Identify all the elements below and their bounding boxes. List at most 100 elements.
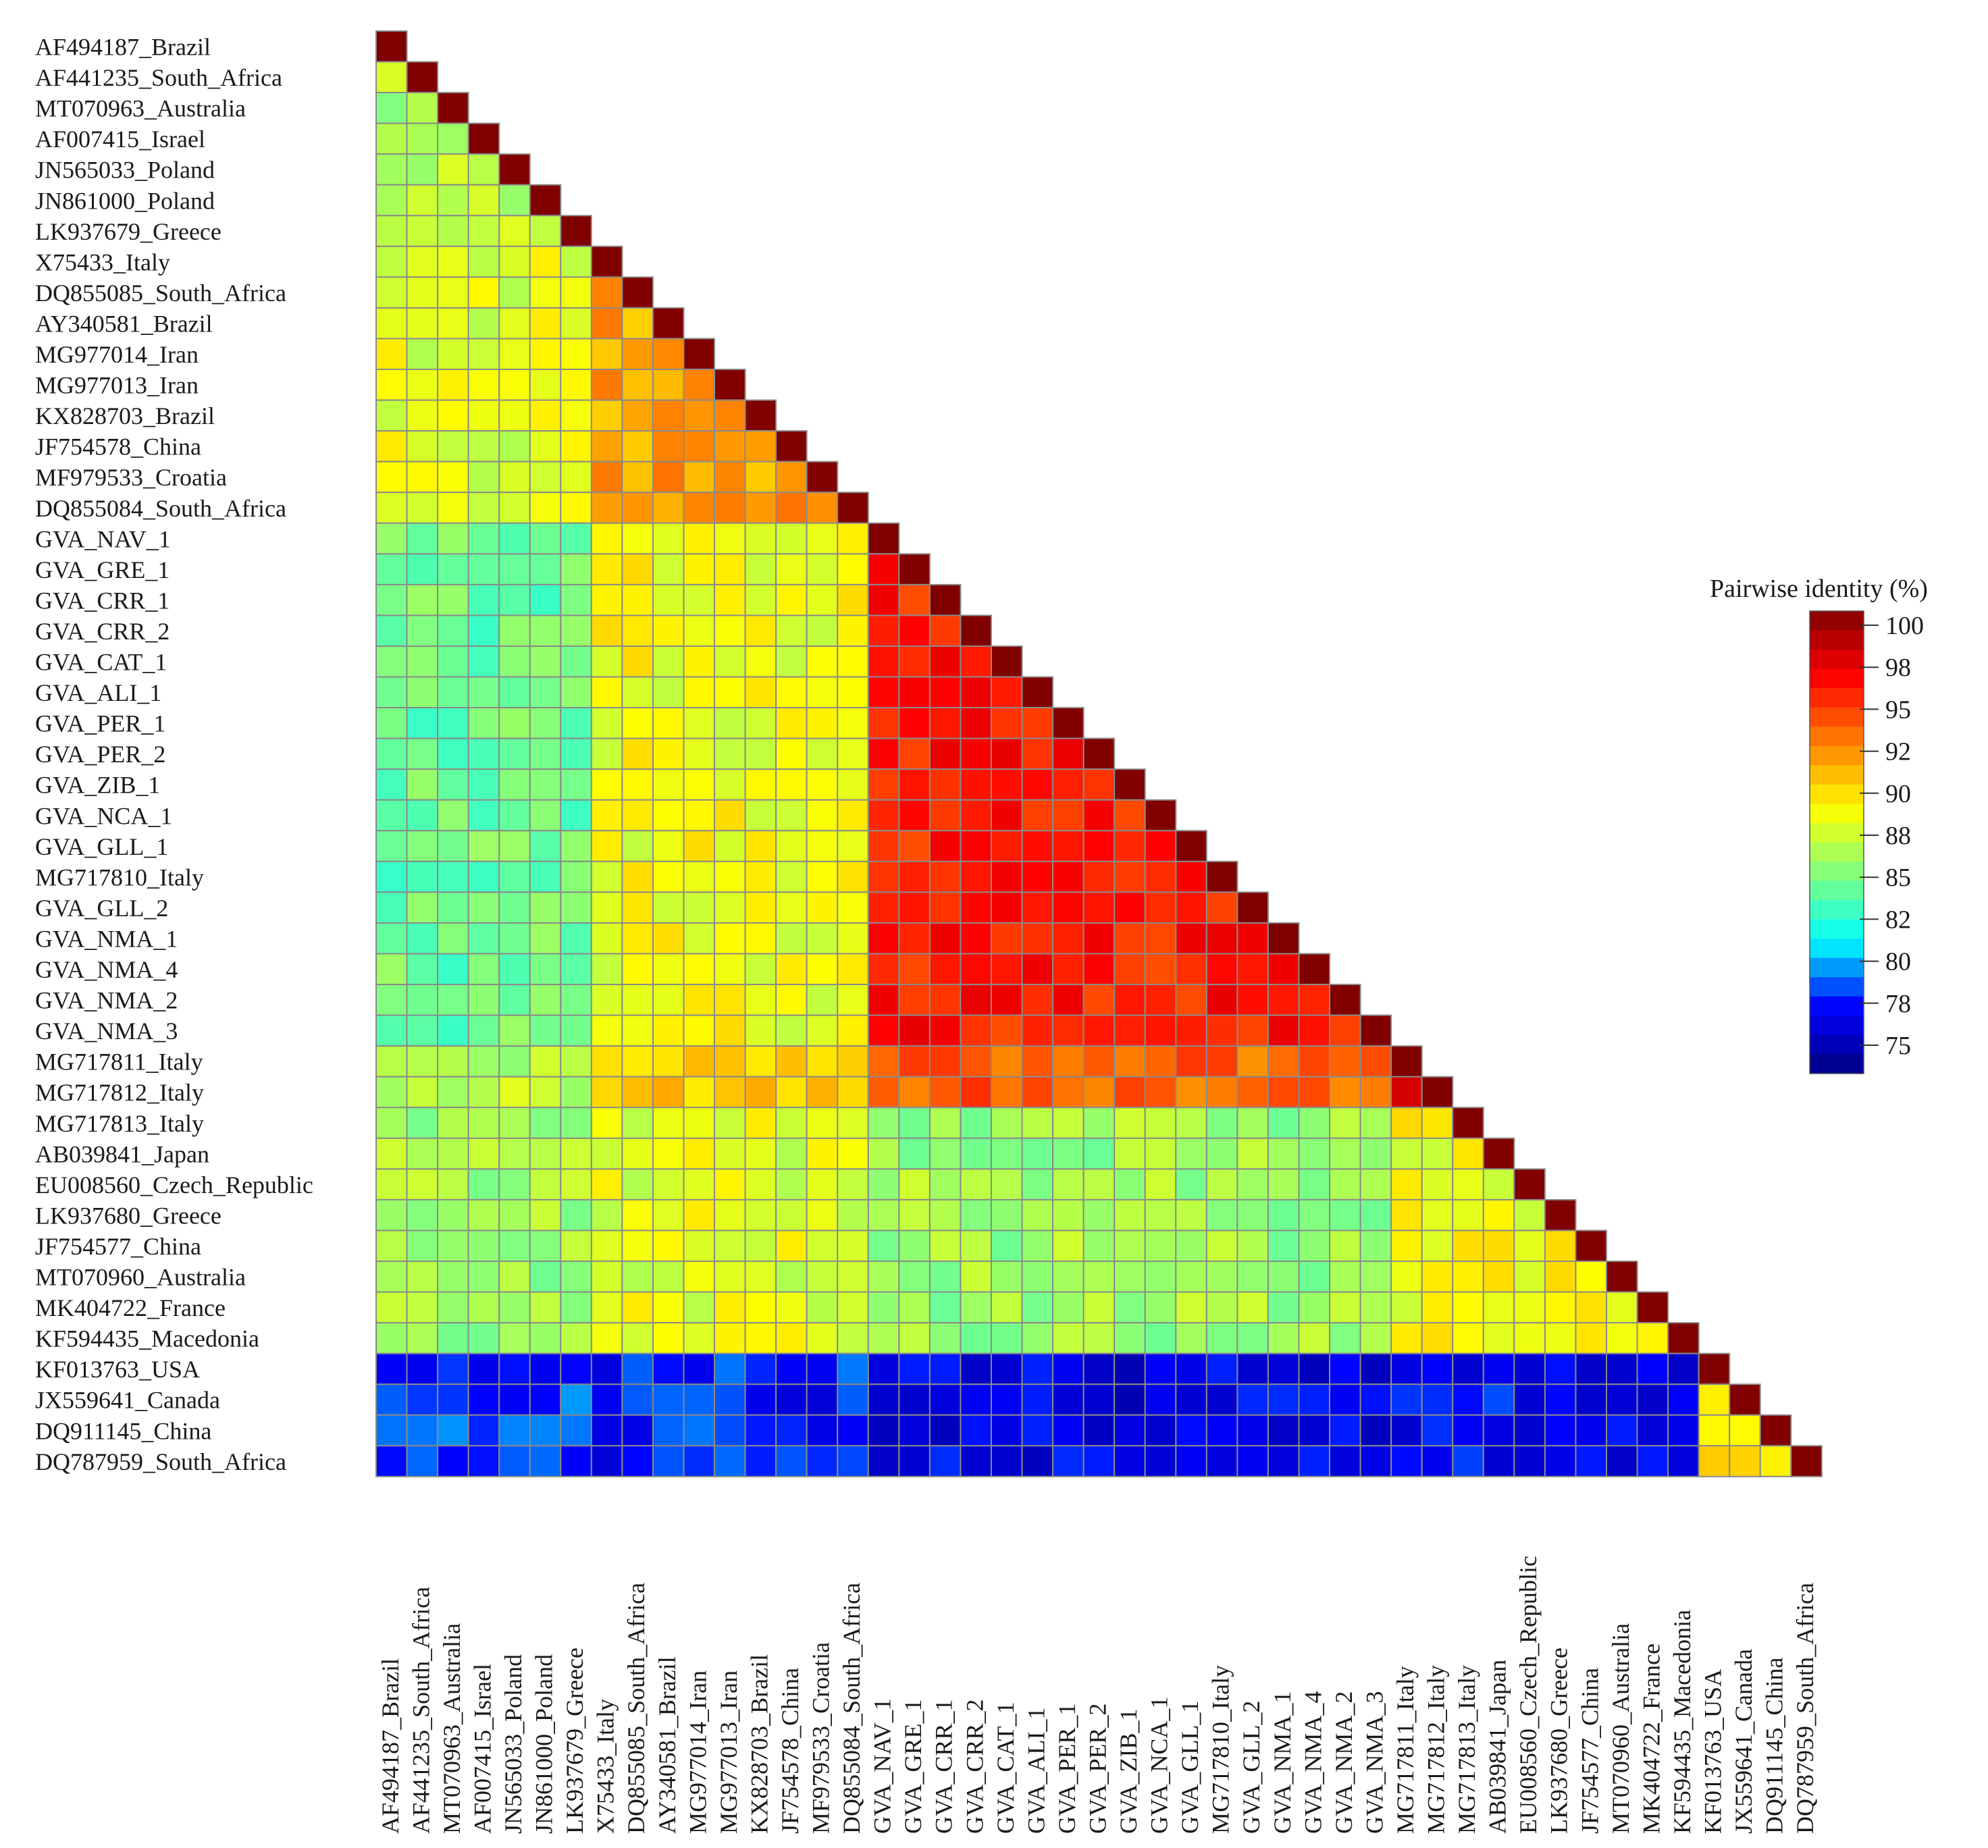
heatmap-cell: [806, 860, 839, 893]
heatmap-cell: [1144, 799, 1177, 832]
heatmap-cell: [590, 1322, 623, 1354]
heatmap-cell: [375, 338, 408, 371]
legend-color-segment: [1810, 630, 1864, 650]
heatmap-cell: [1390, 1291, 1423, 1324]
heatmap-cell: [806, 492, 839, 524]
heatmap-cell: [1421, 1414, 1454, 1447]
heatmap-cell: [1267, 1045, 1300, 1078]
heatmap-cell: [775, 1198, 808, 1232]
heatmap-cell: [437, 1045, 469, 1078]
heatmap-cell: [1175, 1076, 1207, 1109]
heatmap-cell: [683, 1076, 716, 1109]
row-label: LK937679_Greece: [35, 218, 221, 245]
heatmap-cell: [744, 1076, 777, 1109]
heatmap-cell: [1021, 922, 1054, 955]
heatmap-cell: [744, 1445, 777, 1477]
heatmap-cell: [960, 1445, 992, 1477]
heatmap-cell: [928, 1168, 962, 1200]
heatmap-cell: [621, 1322, 654, 1354]
heatmap-cell: [775, 737, 808, 770]
heatmap-cell: [529, 737, 562, 770]
heatmap-cell: [960, 1137, 992, 1170]
heatmap-cell: [1667, 1414, 1700, 1447]
heatmap-cell: [1390, 1383, 1423, 1416]
heatmap-cell: [621, 430, 654, 463]
heatmap-cell: [1390, 1352, 1423, 1385]
heatmap-cell: [744, 399, 777, 432]
heatmap-cell: [1175, 984, 1207, 1016]
heatmap-cell: [467, 338, 500, 371]
heatmap-cell: [498, 1414, 531, 1447]
heatmap-cell: [1482, 1383, 1515, 1416]
heatmap-cell: [1575, 1414, 1607, 1447]
heatmap-cell: [467, 1261, 500, 1293]
heatmap-cell: [1606, 1445, 1638, 1477]
heatmap-cell: [1052, 1198, 1084, 1232]
heatmap-cell: [652, 1107, 685, 1139]
column-label: GVA_ALI_1: [1022, 1708, 1049, 1834]
heatmap-cell: [1052, 830, 1084, 862]
row-label: JN565033_Poland: [35, 157, 215, 184]
heatmap-cell: [775, 707, 808, 739]
heatmap-cell: [928, 922, 962, 955]
heatmap-cell: [467, 768, 500, 801]
heatmap-cell: [744, 1291, 777, 1324]
heatmap-cell: [1636, 1414, 1669, 1447]
heatmap-cell: [1082, 737, 1116, 770]
heatmap-cell: [375, 737, 408, 770]
column-label: EU008560_Czech_Republic: [1515, 1556, 1542, 1834]
heatmap-cell: [1667, 1352, 1700, 1385]
heatmap-cell: [375, 1045, 408, 1078]
heatmap-cell: [1298, 1045, 1331, 1078]
heatmap-cell: [652, 922, 685, 955]
heatmap-cell: [1052, 1076, 1084, 1109]
heatmap-cell: [1205, 953, 1238, 986]
heatmap-cell: [560, 522, 592, 555]
column-label: GVA_NMA_2: [1330, 1691, 1357, 1834]
heatmap-cell: [1144, 860, 1177, 893]
heatmap-cell: [560, 1322, 592, 1354]
heatmap-cell: [590, 522, 623, 555]
heatmap-cell: [775, 768, 808, 801]
heatmap-cell: [1175, 1014, 1207, 1047]
heatmap-cell: [744, 1414, 777, 1447]
heatmap-cell: [806, 1291, 839, 1324]
column-label: MG717811_Italy: [1392, 1666, 1419, 1834]
heatmap-cell: [560, 276, 592, 309]
heatmap-cell: [837, 1014, 869, 1047]
row-label: EU008560_Czech_Republic: [35, 1171, 313, 1198]
heatmap-cell: [1144, 1137, 1177, 1170]
heatmap-cell: [1082, 799, 1116, 832]
heatmap-cell: [714, 645, 746, 678]
legend-color-segment: [1810, 842, 1864, 862]
heatmap-cell: [991, 1198, 1023, 1232]
heatmap-cell: [1267, 922, 1300, 955]
heatmap-cell: [406, 1076, 439, 1109]
heatmap-cell: [467, 645, 500, 678]
heatmap-cell: [1390, 1198, 1423, 1232]
heatmap-cell: [1452, 1383, 1484, 1416]
heatmap-cell: [498, 399, 531, 432]
heatmap-cell: [744, 860, 777, 893]
heatmap-cell: [375, 1014, 408, 1047]
heatmap-cell: [928, 1014, 962, 1047]
heatmap-cell: [590, 338, 623, 371]
heatmap-cell: [714, 1230, 746, 1262]
heatmap-cell: [621, 583, 654, 616]
heatmap-cell: [867, 676, 900, 709]
heatmap-cell: [437, 1322, 469, 1354]
heatmap-cell: [621, 1383, 654, 1416]
heatmap-cell: [775, 1014, 808, 1047]
heatmap-cell: [928, 583, 962, 616]
heatmap-cell: [683, 676, 716, 709]
heatmap-cell: [806, 1107, 839, 1139]
heatmap-cell: [1421, 1352, 1454, 1385]
heatmap-cell: [1205, 1414, 1238, 1447]
heatmap-cell: [1144, 1045, 1177, 1078]
heatmap-cell: [467, 122, 500, 155]
heatmap-cell: [375, 1414, 408, 1447]
heatmap-cell: [1205, 1168, 1238, 1200]
heatmap-cell: [1421, 1198, 1454, 1232]
heatmap-cell: [960, 799, 992, 832]
heatmap-cell: [406, 1291, 439, 1324]
